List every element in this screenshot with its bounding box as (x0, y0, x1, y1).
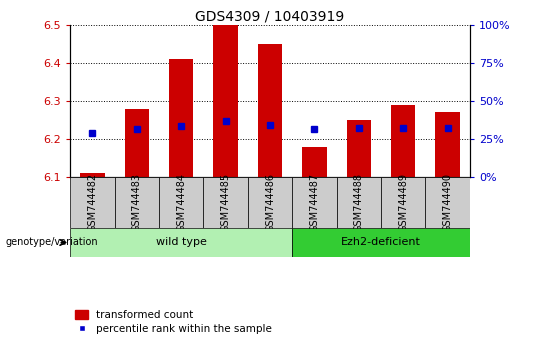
Bar (204, 177, 248, 228)
Bar (213, 25, 238, 177)
Text: GSM744486: GSM744486 (265, 173, 275, 232)
Text: GSM744489: GSM744489 (398, 173, 408, 232)
Bar (336, 177, 381, 228)
Text: GSM744485: GSM744485 (221, 173, 231, 232)
Legend: transformed count, percentile rank within the sample: transformed count, percentile rank withi… (76, 310, 272, 334)
Title: GDS4309 / 10403919: GDS4309 / 10403919 (195, 10, 345, 24)
Bar (70, 228, 292, 257)
Bar (125, 108, 149, 177)
Bar (114, 177, 159, 228)
Bar (347, 120, 371, 177)
Text: GSM744483: GSM744483 (132, 173, 142, 232)
Text: genotype/variation: genotype/variation (5, 238, 98, 247)
Bar (70, 177, 114, 228)
Text: GSM744484: GSM744484 (176, 173, 186, 232)
Bar (248, 177, 292, 228)
Bar (302, 147, 327, 177)
Bar (258, 44, 282, 177)
Text: GSM744482: GSM744482 (87, 173, 97, 232)
Bar (80, 173, 105, 177)
Bar (292, 228, 470, 257)
Bar (381, 177, 426, 228)
Text: GSM744490: GSM744490 (443, 173, 453, 232)
Bar (426, 177, 470, 228)
Text: GSM744488: GSM744488 (354, 173, 364, 232)
Bar (169, 59, 193, 177)
Bar (292, 177, 336, 228)
Text: GSM744487: GSM744487 (309, 173, 319, 232)
Bar (435, 112, 460, 177)
Text: wild type: wild type (156, 238, 207, 247)
Text: Ezh2-deficient: Ezh2-deficient (341, 238, 421, 247)
Bar (159, 177, 204, 228)
Bar (391, 105, 415, 177)
